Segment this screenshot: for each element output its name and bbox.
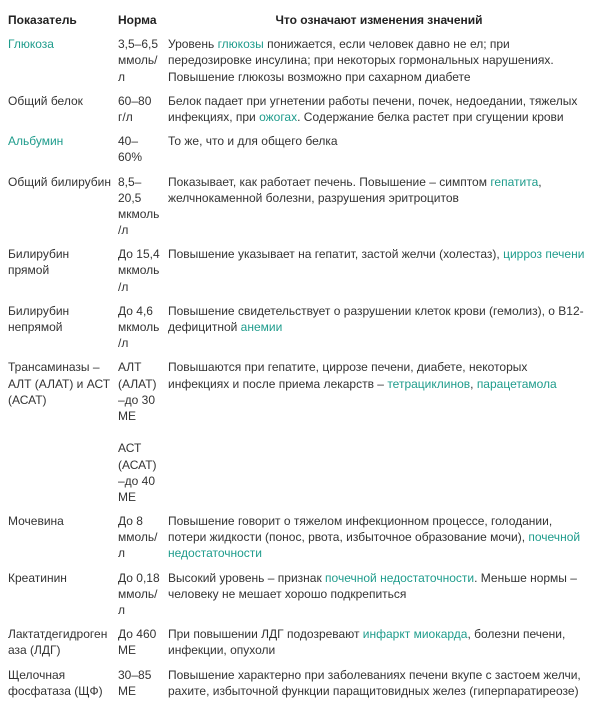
link-term[interactable]: Глюкоза — [8, 37, 54, 51]
link-term[interactable]: ожогах — [259, 110, 297, 124]
table-row: Трансаминазы – АЛТ (АЛАТ) и АСТ (АСАТ)АЛ… — [8, 355, 596, 509]
link-term[interactable]: Альбумин — [8, 134, 63, 148]
cell-indicator: Общий белок — [8, 89, 118, 129]
cell-indicator: Креатинин — [8, 566, 118, 623]
text-fragment: Показывает, как работает печень. Повышен… — [168, 175, 490, 189]
text-fragment: При повышении ЛДГ подозревают — [168, 627, 363, 641]
cell-norm: 40–60% — [118, 129, 168, 169]
table-header-row: Показатель Норма Что означают изменения … — [8, 8, 596, 32]
cell-indicator: Щелочная фосфатаза (ЩФ) — [8, 663, 118, 703]
text-fragment: . Содержание белка растет при сгущении к… — [297, 110, 564, 124]
text-fragment: Повышение свидетельствует о разрушении к… — [168, 304, 584, 334]
cell-norm: До 0,18 ммоль/л — [118, 566, 168, 623]
cell-norm: До 460 МЕ — [118, 622, 168, 662]
table-row: Общий белок 60–80 г/лБелок падает при угн… — [8, 89, 596, 129]
blood-test-table: Показатель Норма Что означают изменения … — [8, 8, 596, 703]
text-fragment: Повышение указывает на гепатит, застой ж… — [168, 247, 503, 261]
text-fragment: То же, что и для общего белка — [168, 134, 338, 148]
link-term[interactable]: гепатита — [490, 175, 538, 189]
cell-meaning: Белок падает при угнетении работы печени… — [168, 89, 596, 129]
table-row: Креатинин До 0,18 ммоль/лВысокий уровень … — [8, 566, 596, 623]
cell-meaning: Повышение свидетельствует о разрушении к… — [168, 299, 596, 356]
cell-meaning: Уровень глюкозы понижается, если человек… — [168, 32, 596, 89]
cell-indicator: Билирубин непрямой — [8, 299, 118, 356]
cell-meaning: Показывает, как работает печень. Повышен… — [168, 170, 596, 243]
text-fragment: Общий белок — [8, 94, 83, 108]
text-fragment: Мочевина — [8, 514, 64, 528]
cell-indicator: Глюкоза — [8, 32, 118, 89]
text-fragment: Билирубин непрямой — [8, 304, 69, 334]
cell-indicator: Мочевина — [8, 509, 118, 566]
link-term[interactable]: почечной недостаточности — [325, 571, 474, 585]
cell-norm: 3,5–6,5 ммоль/л — [118, 32, 168, 89]
cell-meaning: При повышении ЛДГ подозревают инфаркт ми… — [168, 622, 596, 662]
cell-norm: До 4,6 мкмоль/л — [118, 299, 168, 356]
cell-indicator: Билирубин прямой — [8, 242, 118, 299]
link-term[interactable]: инфаркт миокарда — [363, 627, 468, 641]
text-fragment: Уровень — [168, 37, 218, 51]
table-row: Общий билирубин 8,5–20,5 мкмоль/лПоказыва… — [8, 170, 596, 243]
cell-meaning: Повышаются при гепатите, циррозе печени,… — [168, 355, 596, 509]
table-row: Лактатдегидрогеназа (ЛДГ) До 460 МЕПри по… — [8, 622, 596, 662]
table-row: Альбумин 40–60%То же, что и для общего бе… — [8, 129, 596, 169]
link-term[interactable]: парацетамола — [477, 377, 557, 391]
cell-norm: АЛТ (АЛАТ) –до 30 МЕ АСТ (АСАТ) –до 40 М… — [118, 355, 168, 509]
link-term[interactable]: цирроз печени — [503, 247, 584, 261]
text-fragment: Общий билирубин — [8, 175, 111, 189]
cell-meaning: Повышение указывает на гепатит, застой ж… — [168, 242, 596, 299]
cell-meaning: Повышение говорит о тяжелом инфекционном… — [168, 509, 596, 566]
text-fragment: Креатинин — [8, 571, 67, 585]
table-row: Мочевина До 8 ммоль/лПовышение говорит о … — [8, 509, 596, 566]
cell-meaning: Высокий уровень – признак почечной недос… — [168, 566, 596, 623]
cell-indicator: Альбумин — [8, 129, 118, 169]
link-term[interactable]: анемии — [241, 320, 283, 334]
cell-norm: До 15,4 мкмоль/л — [118, 242, 168, 299]
cell-indicator: Общий билирубин — [8, 170, 118, 243]
cell-meaning: Повышение характерно при заболеваниях пе… — [168, 663, 596, 703]
table-row: Щелочная фосфатаза (ЩФ) 30–85 МЕПовышение… — [8, 663, 596, 703]
text-fragment: Трансаминазы – АЛТ (АЛАТ) и АСТ (АСАТ) — [8, 360, 110, 406]
table-row: Глюкоза 3,5–6,5 ммоль/лУровень глюкозы по… — [8, 32, 596, 89]
cell-meaning: То же, что и для общего белка — [168, 129, 596, 169]
text-fragment: Повышение характерно при заболеваниях пе… — [168, 668, 581, 698]
header-norm: Норма — [118, 8, 168, 32]
text-fragment: Билирубин прямой — [8, 247, 69, 277]
header-indicator: Показатель — [8, 8, 118, 32]
cell-norm: 60–80 г/л — [118, 89, 168, 129]
table-row: Билирубин прямой До 15,4 мкмоль/лПовышени… — [8, 242, 596, 299]
cell-indicator: Трансаминазы – АЛТ (АЛАТ) и АСТ (АСАТ) — [8, 355, 118, 509]
cell-norm: 30–85 МЕ — [118, 663, 168, 703]
cell-norm: 8,5–20,5 мкмоль/л — [118, 170, 168, 243]
text-fragment: Повышение говорит о тяжелом инфекционном… — [168, 514, 552, 544]
text-fragment: Щелочная фосфатаза (ЩФ) — [8, 668, 103, 698]
text-fragment: Высокий уровень – признак — [168, 571, 325, 585]
text-fragment: , — [470, 377, 477, 391]
link-term[interactable]: глюкозы — [218, 37, 264, 51]
link-term[interactable]: тетрациклинов — [387, 377, 470, 391]
table-row: Билирубин непрямой До 4,6 мкмоль/лПовышен… — [8, 299, 596, 356]
cell-indicator: Лактатдегидрогеназа (ЛДГ) — [8, 622, 118, 662]
header-meaning: Что означают изменения значений — [168, 8, 596, 32]
cell-norm: До 8 ммоль/л — [118, 509, 168, 566]
text-fragment: Лактатдегидрогеназа (ЛДГ) — [8, 627, 107, 657]
